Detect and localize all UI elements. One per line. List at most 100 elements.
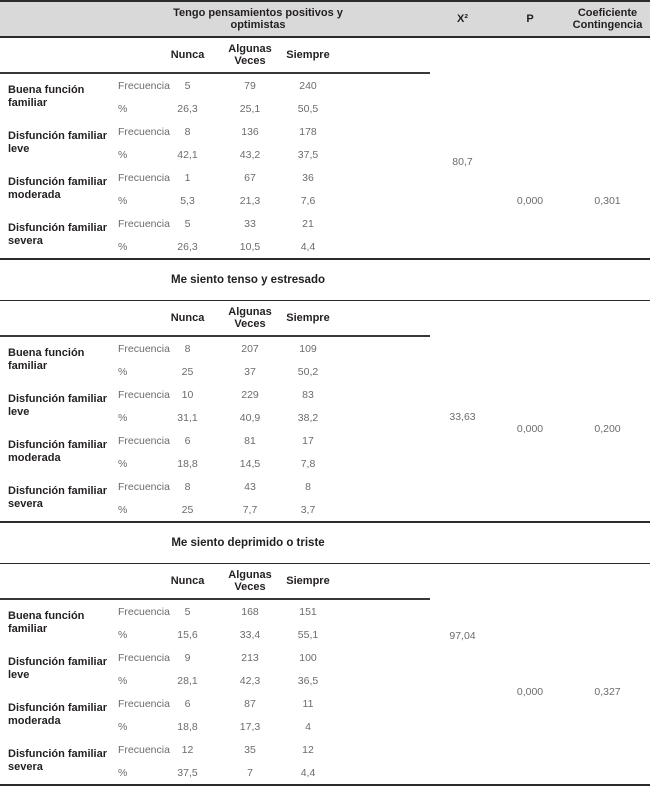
row-type-frecuencia: Frecuencia: [118, 79, 170, 92]
row-label-buena-funcion-familiar: Buena función familiar: [8, 610, 85, 635]
table-cell: 4,4: [300, 240, 316, 253]
column-header-algunas-veces: Algunas Veces: [215, 564, 285, 600]
table-cell: 33,4: [239, 628, 261, 641]
table-cell: 109: [299, 342, 317, 355]
row-type-frecuencia: Frecuencia: [118, 125, 170, 138]
contingency-coefficient-value: 0,301: [594, 195, 621, 207]
subheader-spacer: [331, 38, 430, 74]
table-cell: 21,3: [239, 194, 261, 207]
table-cell: 7: [247, 766, 253, 779]
row-type-frecuencia: Frecuencia: [118, 651, 170, 664]
table-cell: 4,4: [300, 766, 316, 779]
column-header-nunca: Nunca: [160, 301, 215, 337]
row-type-percent: %: [118, 365, 128, 378]
table-cell: 26,3: [177, 102, 198, 115]
table-cell: 37,5: [177, 766, 198, 779]
chi-square-value: 97,04: [449, 630, 476, 642]
contingency-coefficient-header: Coeficiente Contingencia: [572, 7, 643, 31]
row-type-frecuencia: Frecuencia: [118, 342, 170, 355]
table-cell: 168: [241, 605, 259, 618]
table-cell: 81: [244, 434, 256, 447]
row-type-frecuencia: Frecuencia: [118, 697, 170, 710]
row-type-frecuencia: Frecuencia: [118, 605, 170, 618]
table-cell: 1: [184, 171, 191, 184]
table-cell: 18,8: [177, 720, 198, 733]
row-type-percent: %: [118, 503, 128, 516]
table-cell: 42,3: [239, 674, 261, 687]
table-cell: 151: [299, 605, 317, 618]
table-cell: 7,8: [300, 457, 316, 470]
table-cell: 79: [244, 79, 256, 92]
column-header-siempre: Siempre: [285, 38, 331, 74]
table-cell: 9: [184, 651, 191, 664]
table-cell: 5: [184, 79, 191, 92]
table-cell: 240: [299, 79, 317, 92]
row-label-disfuncion-familiar-leve: Disfunción familiar leve: [8, 656, 108, 681]
table-cell: 28,1: [177, 674, 198, 687]
table-cell: 50,2: [297, 365, 319, 378]
table-cell: 136: [241, 125, 259, 138]
p-value: 0,000: [516, 195, 544, 207]
table-cell: 67: [244, 171, 256, 184]
row-type-percent: %: [118, 240, 128, 253]
table-cell: 11: [302, 697, 314, 710]
table-cell: 55,1: [297, 628, 319, 641]
row-type-frecuencia: Frecuencia: [118, 217, 170, 230]
row-type-percent: %: [118, 457, 128, 470]
table-cell: 178: [299, 125, 317, 138]
section-1-title: Tengo pensamientos positivos y optimista…: [173, 6, 343, 32]
row-type-frecuencia: Frecuencia: [118, 743, 170, 756]
row-label-disfuncion-familiar-moderada: Disfunción familiar moderada: [8, 176, 108, 201]
table-cell: 207: [241, 342, 259, 355]
row-type-frecuencia: Frecuencia: [118, 171, 170, 184]
table-cell: 14,5: [239, 457, 261, 470]
table-cell: 35: [244, 743, 256, 756]
table-cell: 7,6: [300, 194, 316, 207]
subheader-spacer: [0, 564, 160, 600]
column-header-siempre: Siempre: [285, 564, 331, 600]
table-cell: 18,8: [177, 457, 198, 470]
table-cell: 213: [241, 651, 259, 664]
subheader-spacer: [331, 564, 430, 600]
table-cell: 87: [244, 697, 256, 710]
table-cell: 21: [302, 217, 314, 230]
table-cell: 8: [184, 125, 191, 138]
table-cell: 31,1: [177, 411, 198, 424]
chi-square-header: X²: [457, 13, 468, 25]
table-section-3: Nunca Algunas Veces Siempre Buena funció…: [0, 563, 650, 786]
row-label-disfuncion-familiar-severa: Disfunción familiar severa: [8, 485, 108, 510]
table-cell: 17: [302, 434, 314, 447]
subheader-spacer: [0, 301, 160, 337]
row-label-disfuncion-familiar-severa: Disfunción familiar severa: [8, 222, 108, 247]
table-cell: 40,9: [239, 411, 261, 424]
row-label-disfuncion-familiar-leve: Disfunción familiar leve: [8, 130, 108, 155]
p-header: P: [526, 13, 534, 25]
table-cell: 8: [184, 342, 191, 355]
row-type-percent: %: [118, 628, 128, 641]
row-label-buena-funcion-familiar: Buena función familiar: [8, 84, 85, 109]
row-label-disfuncion-familiar-moderada: Disfunción familiar moderada: [8, 439, 108, 464]
row-type-percent: %: [118, 102, 128, 115]
p-value: 0,000: [516, 686, 544, 698]
section-2-title: Me siento tenso y estresado: [170, 274, 326, 286]
chi-square-value: 33,63: [449, 411, 476, 423]
table-cell: 33: [244, 217, 256, 230]
row-type-percent: %: [118, 411, 128, 424]
table-cell: 7,7: [242, 503, 258, 516]
table-cell: 10: [181, 388, 194, 401]
row-type-frecuencia: Frecuencia: [118, 388, 170, 401]
table-cell: 43: [244, 480, 256, 493]
subheader-spacer: [331, 301, 430, 337]
table-cell: 25: [181, 503, 194, 516]
table-cell: 8: [305, 480, 311, 493]
table-cell: 6: [184, 434, 191, 447]
table-cell: 25,1: [239, 102, 261, 115]
column-header-algunas-veces: Algunas Veces: [215, 301, 285, 337]
table-cell: 17,3: [239, 720, 261, 733]
section-3-title: Me siento deprimido o triste: [171, 537, 325, 549]
table-cell: 36: [302, 171, 314, 184]
row-type-percent: %: [118, 148, 128, 161]
table-cell: 6: [184, 697, 191, 710]
table-cell: 12: [302, 743, 314, 756]
table-cell: 8: [184, 480, 191, 493]
